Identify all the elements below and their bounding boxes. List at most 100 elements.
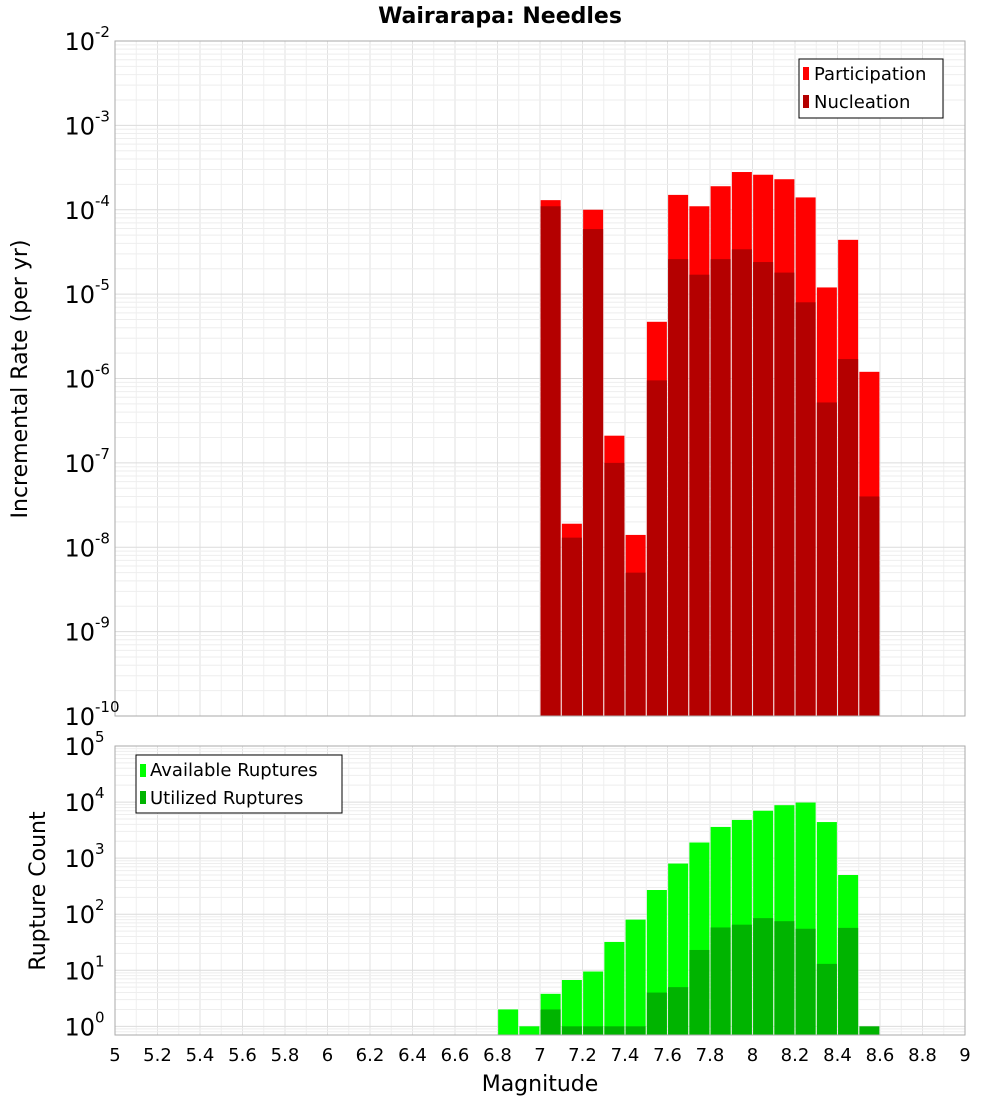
- y-tick-exponent: -6: [95, 361, 110, 379]
- rate-nucleation-bar: [583, 229, 604, 717]
- x-tick-label: 6: [322, 1045, 333, 1066]
- top-y-axis-label: Incremental Rate (per yr): [8, 240, 33, 519]
- chart-title: Wairarapa: Needles: [378, 4, 622, 29]
- count-utilized-ruptures-bar: [838, 927, 859, 1035]
- y-tick-base: 10: [64, 789, 95, 817]
- legend-swatch-nucleation: [803, 95, 809, 108]
- y-tick-exponent: -7: [95, 445, 110, 463]
- x-tick-label: 5.6: [228, 1045, 257, 1066]
- x-tick-labels: 5 5.2 5.4 5.6 5.8 6 6.2 6.4 6.6 6.8 7 7.2 7.4 7.6 7.8 8…: [109, 1045, 970, 1066]
- count-utilized-ruptures-bar: [859, 1026, 880, 1035]
- y-tick-exponent: 4: [95, 784, 105, 802]
- bottom-legend: Available Ruptures Utilized Ruptures: [135, 754, 343, 814]
- count-available-ruptures-bar: [583, 971, 604, 1035]
- y-tick-base: 10: [64, 1013, 95, 1041]
- top-legend: Participation Nucleation: [798, 58, 944, 119]
- y-tick-base: 10: [64, 112, 95, 140]
- y-tick-base: 10: [64, 845, 95, 873]
- legend-swatch-available: [140, 764, 146, 777]
- y-tick-base: 10: [64, 28, 95, 56]
- x-tick-label: 5.4: [186, 1045, 215, 1066]
- x-tick-label: 7.8: [696, 1045, 725, 1066]
- count-available-ruptures-bar: [625, 919, 646, 1035]
- y-tick-base: 10: [64, 366, 95, 394]
- top-gridlines: [114, 40, 966, 717]
- count-utilized-ruptures-bar: [816, 963, 837, 1035]
- count-available-ruptures-bar: [519, 1026, 540, 1035]
- count-utilized-ruptures-bar: [540, 1009, 561, 1035]
- count-utilized-ruptures-bar: [561, 1026, 582, 1035]
- y-tick-exponent: -4: [95, 192, 110, 210]
- count-utilized-ruptures-bar: [795, 928, 816, 1035]
- legend-swatch-utilized: [140, 791, 146, 804]
- y-tick-exponent: 1: [95, 952, 105, 970]
- x-tick-label: 6.8: [483, 1045, 512, 1066]
- x-axis-label: Magnitude: [482, 1072, 599, 1097]
- bottom-bars: [498, 802, 880, 1035]
- count-utilized-ruptures-bar: [774, 921, 795, 1035]
- rate-nucleation-bar: [604, 462, 625, 716]
- rate-nucleation-bar: [625, 572, 646, 716]
- bottom-y-axis-label: Rupture Count: [26, 811, 51, 971]
- count-utilized-ruptures-bar: [710, 927, 731, 1035]
- rate-nucleation-bar: [689, 274, 710, 716]
- count-available-ruptures-bar: [498, 1009, 519, 1035]
- x-tick-label: 7.6: [653, 1045, 682, 1066]
- rate-nucleation-bar: [561, 537, 582, 716]
- x-tick-label: 8.2: [781, 1045, 810, 1066]
- count-utilized-ruptures-bar: [646, 992, 667, 1035]
- x-tick-label: 5.8: [271, 1045, 300, 1066]
- rate-nucleation-bar: [753, 262, 774, 716]
- y-tick-base: 10: [64, 450, 95, 478]
- y-tick-exponent: -3: [95, 107, 110, 125]
- count-utilized-ruptures-bar: [604, 1026, 625, 1035]
- count-utilized-ruptures-bar: [689, 949, 710, 1035]
- rate-nucleation-bar: [710, 259, 731, 716]
- legend-swatch-participation: [803, 67, 809, 80]
- count-utilized-ruptures-bar: [731, 924, 752, 1035]
- y-tick-base: 10: [64, 703, 95, 731]
- legend-label-available: Available Ruptures: [150, 760, 318, 781]
- x-tick-label: 6.6: [441, 1045, 470, 1066]
- x-tick-label: 8.4: [823, 1045, 852, 1066]
- rate-nucleation-bar: [731, 249, 752, 716]
- rate-nucleation-bar: [646, 380, 667, 716]
- x-tick-label: 7: [534, 1045, 545, 1066]
- y-tick-exponent: -8: [95, 529, 110, 547]
- y-tick-base: 10: [64, 619, 95, 647]
- x-tick-label: 9: [959, 1045, 970, 1066]
- count-utilized-ruptures-bar: [625, 1026, 646, 1035]
- x-tick-label: 7.4: [611, 1045, 640, 1066]
- y-tick-exponent: -5: [95, 276, 110, 294]
- x-tick-label: 8.6: [866, 1045, 895, 1066]
- x-tick-label: 5.2: [143, 1045, 172, 1066]
- y-tick-base: 10: [64, 957, 95, 985]
- y-tick-exponent: 5: [95, 728, 105, 746]
- y-tick-exponent: -2: [95, 23, 110, 41]
- y-tick-base: 10: [64, 534, 95, 562]
- x-tick-label: 6.2: [356, 1045, 385, 1066]
- count-available-ruptures-bar: [604, 941, 625, 1035]
- x-tick-label: 5: [109, 1045, 120, 1066]
- legend-label-nucleation: Nucleation: [814, 92, 910, 113]
- rate-nucleation-bar: [838, 359, 859, 716]
- top-bars: [540, 172, 880, 717]
- count-utilized-ruptures-bar: [753, 918, 774, 1035]
- y-tick-exponent: -9: [95, 614, 110, 632]
- y-tick-base: 10: [64, 901, 95, 929]
- x-tick-label: 7.2: [568, 1045, 597, 1066]
- x-tick-label: 8: [747, 1045, 758, 1066]
- count-utilized-ruptures-bar: [668, 987, 689, 1035]
- count-utilized-ruptures-bar: [583, 1026, 604, 1035]
- rate-nucleation-bar: [668, 259, 689, 716]
- legend-label-utilized: Utilized Ruptures: [150, 788, 303, 809]
- rate-nucleation-bar: [816, 402, 837, 716]
- legend-label-participation: Participation: [814, 64, 926, 85]
- y-tick-base: 10: [64, 197, 95, 225]
- count-available-ruptures-bar: [561, 980, 582, 1035]
